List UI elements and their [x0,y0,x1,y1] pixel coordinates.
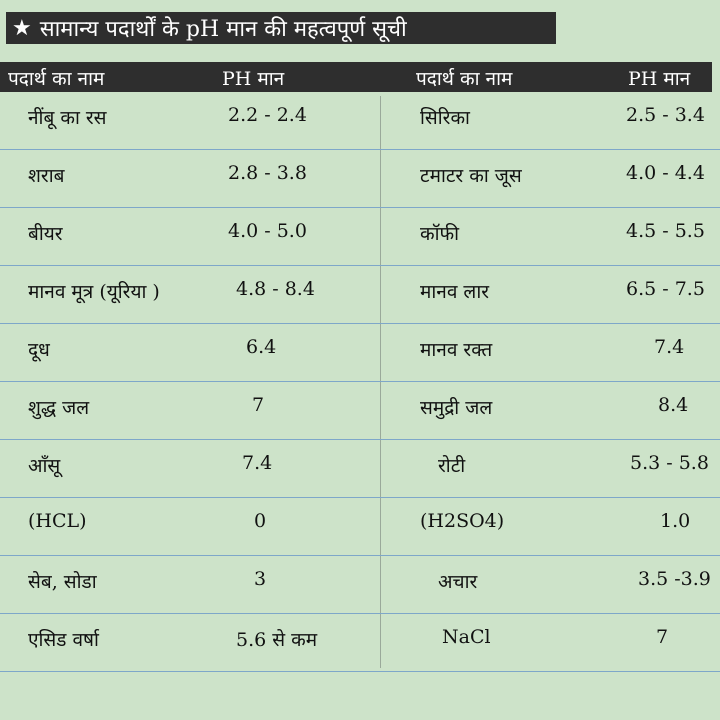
substance-name: सिरिका [420,107,470,129]
ph-value: 7 [656,626,669,648]
ph-value: 1.0 [660,510,691,532]
header-ph-value-left: PH मान [222,68,285,90]
ph-value: 5.3 - 5.8 [630,452,709,474]
substance-name: NaCl [442,626,491,648]
substance-name: शुद्ध जल [28,397,90,419]
title-text: सामान्य पदार्थों के pH मान की महत्वपूर्ण… [39,17,407,42]
header-substance-name-left: पदार्थ का नाम [8,68,105,90]
header-substance-name-right: पदार्थ का नाम [416,68,513,90]
table-row: एसिड वर्षा 5.6 से कम NaCl 7 [0,614,720,672]
substance-name: बीयर [28,223,63,245]
ph-value: 2.2 - 2.4 [228,104,307,126]
substance-name: रोटी [438,455,466,477]
ph-value: 2.8 - 3.8 [228,162,307,184]
ph-value: 6.4 [246,336,277,358]
substance-name: आँसू [28,455,61,477]
ph-value: 8.4 [658,394,689,416]
substance-name: मानव रक्त [420,339,493,361]
star-icon: ★ [12,15,32,41]
ph-value: 4.0 - 5.0 [228,220,307,242]
ph-value: 4.8 - 8.4 [236,278,315,300]
substance-name: कॉफी [420,223,460,245]
table-row: बीयर 4.0 - 5.0 कॉफी 4.5 - 5.5 [0,208,720,266]
table-row: मानव मूत्र (यूरिया ) 4.8 - 8.4 मानव लार … [0,266,720,324]
ph-value: 7.4 [242,452,273,474]
table-row: (HCL) 0 (H2SO4) 1.0 [0,498,720,556]
ph-value: 4.5 - 5.5 [626,220,705,242]
substance-name: (HCL) [28,510,87,532]
substance-name: मानव लार [420,281,490,303]
table-row: सेब, सोडा 3 अचार 3.5 -3.9 [0,556,720,614]
ph-value: 3.5 -3.9 [638,568,711,590]
substance-name: टमाटर का जूस [420,165,522,187]
ph-value: 7 [252,394,265,416]
substance-name: सेब, सोडा [28,571,97,593]
ph-value: 4.0 - 4.4 [626,162,705,184]
ph-value: 0 [254,510,267,532]
substance-name: दूध [28,339,50,361]
header-ph-value-right: PH मान [628,68,691,90]
substance-name: एसिड वर्षा [28,629,99,651]
substance-name: समुद्री जल [420,397,493,419]
table-row: शराब 2.8 - 3.8 टमाटर का जूस 4.0 - 4.4 [0,150,720,208]
ph-value: 5.6 से कम [236,629,318,651]
ph-value: 3 [254,568,267,590]
column-divider [380,96,381,668]
ph-table: नींबू का रस 2.2 - 2.4 सिरिका 2.5 - 3.4 श… [0,92,720,672]
table-row: आँसू 7.4 रोटी 5.3 - 5.8 [0,440,720,498]
substance-name: (H2SO4) [420,510,505,532]
ph-value: 7.4 [654,336,685,358]
substance-name: मानव मूत्र (यूरिया ) [28,281,160,303]
ph-value: 6.5 - 7.5 [626,278,705,300]
table-row: शुद्ध जल 7 समुद्री जल 8.4 [0,382,720,440]
table-row: दूध 6.4 मानव रक्त 7.4 [0,324,720,382]
page-title: ★ सामान्य पदार्थों के pH मान की महत्वपूर… [6,12,556,44]
table-row: नींबू का रस 2.2 - 2.4 सिरिका 2.5 - 3.4 [0,92,720,150]
substance-name: नींबू का रस [28,107,107,129]
substance-name: शराब [28,165,65,187]
ph-value: 2.5 - 3.4 [626,104,705,126]
table-header: पदार्थ का नाम PH मान पदार्थ का नाम PH मा… [0,62,712,92]
substance-name: अचार [438,571,478,593]
